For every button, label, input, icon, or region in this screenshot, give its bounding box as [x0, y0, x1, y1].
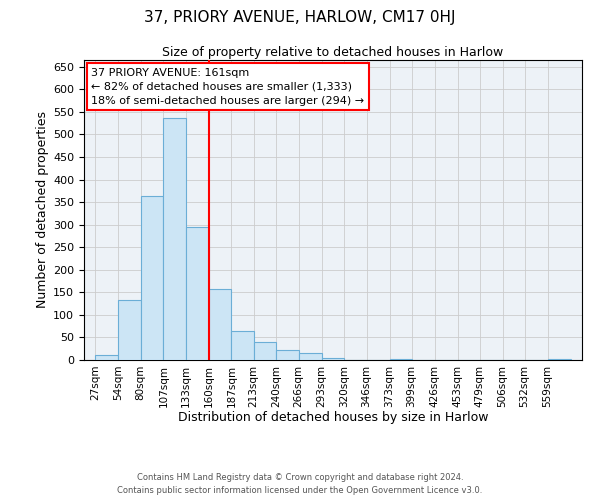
Text: Contains HM Land Registry data © Crown copyright and database right 2024.
Contai: Contains HM Land Registry data © Crown c… — [118, 474, 482, 495]
Y-axis label: Number of detached properties: Number of detached properties — [36, 112, 49, 308]
Bar — [299, 353, 322, 360]
Bar — [185, 227, 209, 360]
X-axis label: Distribution of detached houses by size in Harlow: Distribution of detached houses by size … — [178, 411, 488, 424]
Bar — [548, 359, 571, 360]
Bar — [163, 118, 187, 360]
Bar — [140, 196, 163, 360]
Text: 37, PRIORY AVENUE, HARLOW, CM17 0HJ: 37, PRIORY AVENUE, HARLOW, CM17 0HJ — [144, 10, 456, 25]
Title: Size of property relative to detached houses in Harlow: Size of property relative to detached ho… — [163, 46, 503, 59]
Bar — [118, 300, 142, 360]
Text: 37 PRIORY AVENUE: 161sqm
← 82% of detached houses are smaller (1,333)
18% of sem: 37 PRIORY AVENUE: 161sqm ← 82% of detach… — [91, 68, 365, 106]
Bar — [322, 358, 344, 360]
Bar — [232, 330, 254, 360]
Bar — [95, 356, 118, 360]
Bar — [254, 342, 277, 360]
Bar — [209, 289, 232, 360]
Bar — [277, 350, 299, 360]
Bar — [389, 359, 412, 360]
